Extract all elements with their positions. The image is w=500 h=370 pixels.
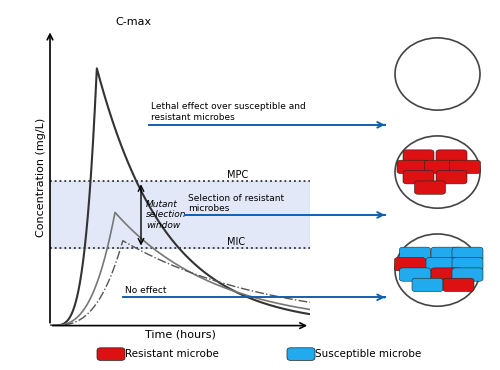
Text: No effect: No effect: [126, 286, 167, 295]
Y-axis label: Concentration (mg/L): Concentration (mg/L): [36, 118, 46, 237]
Text: Susceptible microbe: Susceptible microbe: [315, 349, 421, 359]
Text: Lethal effect over susceptible and
resistant microbes: Lethal effect over susceptible and resis…: [152, 102, 306, 122]
Text: Selection of resistant
microbes: Selection of resistant microbes: [188, 194, 284, 213]
Bar: [50, 181, 310, 248]
Text: Resistant microbe: Resistant microbe: [125, 349, 219, 359]
Text: Mutant
selection
window: Mutant selection window: [146, 200, 186, 230]
Text: C-max: C-max: [115, 17, 151, 27]
X-axis label: Time (hours): Time (hours): [144, 330, 216, 340]
Text: MIC: MIC: [227, 236, 245, 246]
Text: MPC: MPC: [227, 169, 248, 179]
